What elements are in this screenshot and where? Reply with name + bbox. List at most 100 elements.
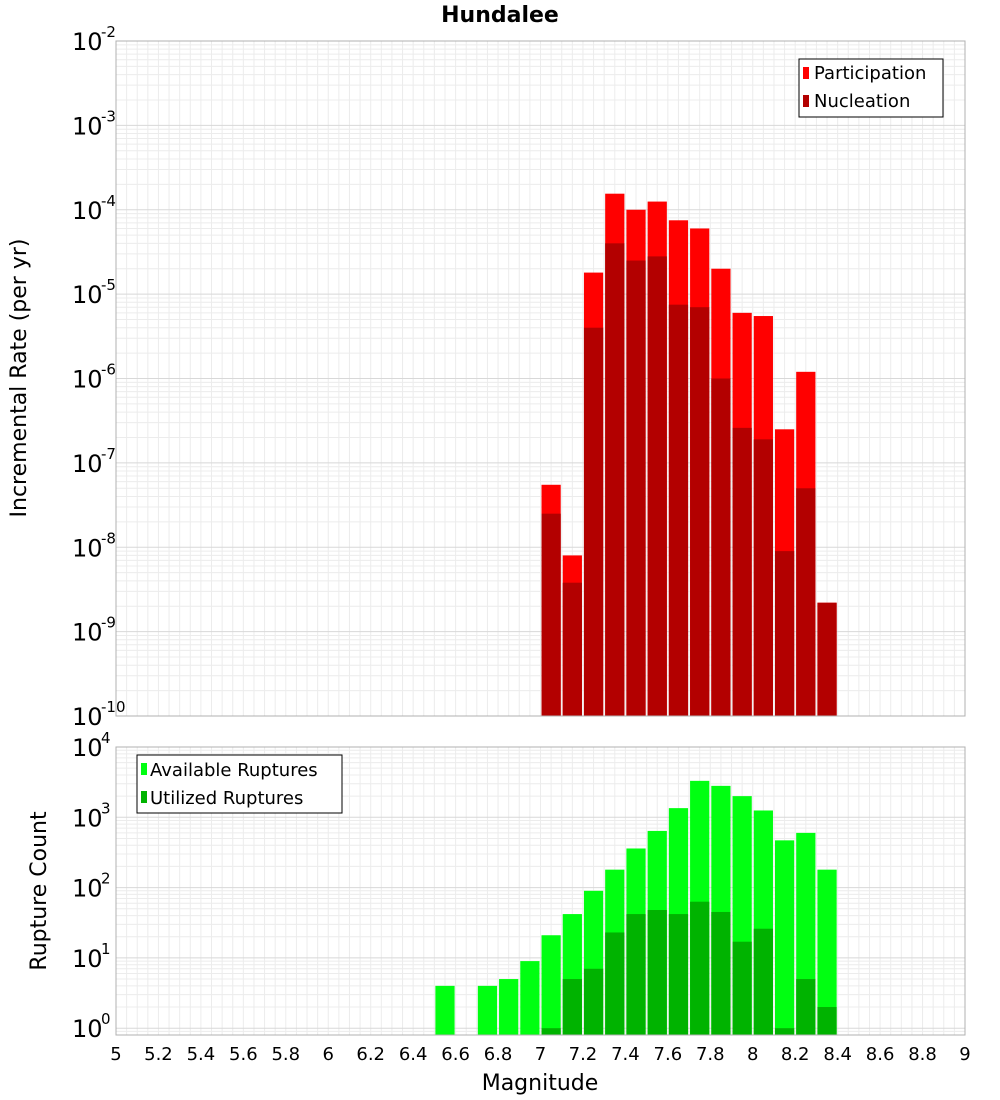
utilized-bar <box>732 941 752 1035</box>
bottom-legend-box <box>136 754 343 814</box>
utilized-bar <box>690 901 710 1035</box>
available-bar <box>477 985 498 1035</box>
utilized-bar <box>753 928 773 1035</box>
top-legend-box <box>798 58 944 118</box>
x-tick-label: 6.2 <box>356 1044 385 1065</box>
utilized-bar <box>668 914 689 1035</box>
nucleation-bar <box>796 488 816 716</box>
legend-label-available: Available Ruptures <box>150 760 318 781</box>
legend-swatch-utilized <box>141 791 147 803</box>
nucleation-bar <box>583 327 604 716</box>
nucleation-bar <box>626 260 646 716</box>
y-tick-label: 10 <box>72 366 103 394</box>
x-tick-label: 5.6 <box>229 1044 258 1065</box>
y-tick-label: 10 <box>72 197 103 225</box>
nucleation-bar <box>690 307 710 716</box>
utilized-bar <box>774 1028 795 1035</box>
top-y-tick-labels: 10-210-310-410-510-610-710-810-910-10 <box>72 23 126 731</box>
available-bar <box>774 840 795 1035</box>
x-tick-label: 8.6 <box>866 1044 895 1065</box>
legend-swatch-participation <box>803 67 809 79</box>
utilized-bar <box>541 1028 561 1035</box>
x-tick-labels: 5 5.2 5.4 5.6 5.8 6 6.2 6.4 6.6 6.8 7 7.2 7.4 7.6 7.8 8… <box>110 1044 970 1065</box>
y-tick-label: 10 <box>72 804 103 832</box>
available-bar <box>520 961 540 1035</box>
available-bar <box>499 979 519 1035</box>
x-tick-label: 6.6 <box>441 1044 470 1065</box>
top-plot-frame <box>115 40 966 717</box>
top-gridlines <box>115 41 966 717</box>
y-tick-label: 10 <box>72 703 103 731</box>
x-tick-label: 8 <box>747 1044 758 1065</box>
utilized-bar <box>562 979 582 1035</box>
utilized-bars <box>541 901 837 1035</box>
nucleation-bar <box>774 551 795 716</box>
y-tick-exponent: -8 <box>101 529 116 547</box>
x-tick-label: 5.8 <box>271 1044 300 1065</box>
y-tick-exponent: -5 <box>101 276 116 294</box>
legend-swatch-nucleation <box>803 95 809 107</box>
y-tick-exponent: -6 <box>101 361 116 379</box>
x-tick-label: 6.8 <box>484 1044 513 1065</box>
x-tick-label: 7.4 <box>611 1044 640 1065</box>
y-tick-label: 10 <box>72 534 103 562</box>
nucleation-bar <box>605 243 625 717</box>
y-tick-exponent: -9 <box>101 614 116 632</box>
bottom-plot-frame <box>115 746 966 1036</box>
x-tick-label: 6 <box>323 1044 334 1065</box>
y-tick-label: 10 <box>72 619 103 647</box>
x-tick-label: 7.2 <box>569 1044 598 1065</box>
x-tick-label: 8.4 <box>823 1044 852 1065</box>
legend-swatch-available <box>141 763 147 775</box>
legend-label-utilized: Utilized Ruptures <box>150 788 303 809</box>
x-tick-label: 6.4 <box>399 1044 428 1065</box>
y-tick-exponent: -7 <box>101 445 116 463</box>
x-tick-label: 8.8 <box>908 1044 937 1065</box>
y-tick-label: 10 <box>72 734 103 762</box>
nucleation-bar <box>668 304 689 716</box>
top-legend: Participation Nucleation <box>798 58 944 118</box>
y-tick-label: 10 <box>72 28 103 56</box>
bottom-y-axis-label: Rupture Count <box>27 811 52 971</box>
y-tick-exponent: 3 <box>101 799 111 817</box>
nucleation-bar <box>753 439 773 716</box>
y-tick-exponent: 4 <box>101 729 111 747</box>
x-axis-label: Magnitude <box>482 1071 599 1096</box>
y-tick-exponent: -3 <box>101 107 116 125</box>
available-bar <box>541 935 561 1035</box>
x-tick-label: 5.2 <box>144 1044 173 1065</box>
utilized-bar <box>626 914 646 1035</box>
utilized-bar <box>817 1007 837 1035</box>
utilized-bar <box>605 932 625 1035</box>
nucleation-bar <box>711 378 731 716</box>
bottom-legend: Available Ruptures Utilized Ruptures <box>136 754 343 814</box>
available-bar <box>817 869 837 1035</box>
y-tick-exponent: 0 <box>101 1010 111 1028</box>
x-tick-label: 7 <box>535 1044 546 1065</box>
legend-label-nucleation: Nucleation <box>814 91 910 112</box>
legend-label-participation: Participation <box>814 63 926 84</box>
top-y-axis-label: Incremental Rate (per yr) <box>7 239 32 518</box>
y-tick-label: 10 <box>72 945 103 973</box>
nucleation-bar <box>732 427 752 716</box>
y-tick-label: 10 <box>72 1015 103 1043</box>
x-tick-label: 5.4 <box>187 1044 216 1065</box>
nucleation-bar <box>562 582 582 716</box>
utilized-bar <box>796 979 816 1035</box>
x-tick-label: 7.6 <box>654 1044 683 1065</box>
y-tick-exponent: -10 <box>101 698 126 716</box>
y-tick-label: 10 <box>72 281 103 309</box>
y-tick-label: 10 <box>72 450 103 478</box>
utilized-bar <box>711 911 731 1035</box>
chart-title: Hundalee <box>441 3 559 28</box>
utilized-bar <box>583 968 604 1035</box>
nucleation-bars <box>541 243 837 717</box>
nucleation-bar <box>541 513 561 716</box>
y-tick-label: 10 <box>72 112 103 140</box>
x-tick-label: 7.8 <box>696 1044 725 1065</box>
y-tick-exponent: -2 <box>101 23 116 41</box>
x-tick-label: 9 <box>959 1044 970 1065</box>
